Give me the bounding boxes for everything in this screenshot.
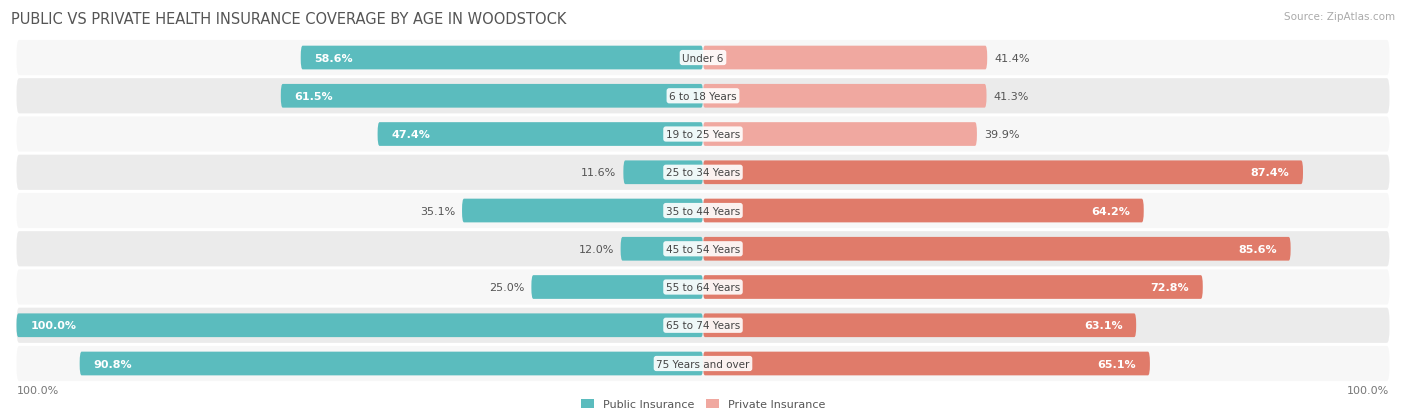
FancyBboxPatch shape: [378, 123, 703, 147]
FancyBboxPatch shape: [281, 85, 703, 108]
Text: 85.6%: 85.6%: [1239, 244, 1277, 254]
FancyBboxPatch shape: [703, 313, 1136, 337]
FancyBboxPatch shape: [703, 237, 1291, 261]
FancyBboxPatch shape: [80, 352, 703, 375]
Text: 11.6%: 11.6%: [581, 168, 616, 178]
Text: PUBLIC VS PRIVATE HEALTH INSURANCE COVERAGE BY AGE IN WOODSTOCK: PUBLIC VS PRIVATE HEALTH INSURANCE COVER…: [11, 12, 567, 27]
Text: 39.9%: 39.9%: [984, 130, 1019, 140]
Text: 87.4%: 87.4%: [1250, 168, 1289, 178]
Legend: Public Insurance, Private Insurance: Public Insurance, Private Insurance: [576, 394, 830, 413]
Text: 6 to 18 Years: 6 to 18 Years: [669, 92, 737, 102]
FancyBboxPatch shape: [531, 275, 703, 299]
Text: 55 to 64 Years: 55 to 64 Years: [666, 282, 740, 292]
Text: 100.0%: 100.0%: [1347, 385, 1389, 395]
FancyBboxPatch shape: [17, 313, 703, 337]
Text: 41.3%: 41.3%: [994, 92, 1029, 102]
Text: 100.0%: 100.0%: [31, 320, 76, 330]
FancyBboxPatch shape: [17, 308, 1389, 343]
FancyBboxPatch shape: [463, 199, 703, 223]
FancyBboxPatch shape: [17, 193, 1389, 228]
FancyBboxPatch shape: [17, 155, 1389, 190]
Text: 90.8%: 90.8%: [93, 358, 132, 369]
Text: 64.2%: 64.2%: [1091, 206, 1130, 216]
FancyBboxPatch shape: [623, 161, 703, 185]
Text: 58.6%: 58.6%: [315, 53, 353, 63]
Text: 41.4%: 41.4%: [994, 53, 1029, 63]
FancyBboxPatch shape: [17, 79, 1389, 114]
Text: 12.0%: 12.0%: [578, 244, 614, 254]
Text: 47.4%: 47.4%: [391, 130, 430, 140]
Text: 65.1%: 65.1%: [1098, 358, 1136, 369]
FancyBboxPatch shape: [620, 237, 703, 261]
Text: 19 to 25 Years: 19 to 25 Years: [666, 130, 740, 140]
FancyBboxPatch shape: [301, 47, 703, 70]
FancyBboxPatch shape: [703, 275, 1202, 299]
Text: 72.8%: 72.8%: [1150, 282, 1189, 292]
FancyBboxPatch shape: [703, 161, 1303, 185]
FancyBboxPatch shape: [703, 85, 987, 108]
FancyBboxPatch shape: [703, 123, 977, 147]
Text: Under 6: Under 6: [682, 53, 724, 63]
Text: 75 Years and over: 75 Years and over: [657, 358, 749, 369]
Text: 35.1%: 35.1%: [420, 206, 456, 216]
FancyBboxPatch shape: [17, 232, 1389, 267]
Text: 63.1%: 63.1%: [1084, 320, 1122, 330]
FancyBboxPatch shape: [17, 117, 1389, 152]
Text: 61.5%: 61.5%: [294, 92, 333, 102]
Text: 25.0%: 25.0%: [489, 282, 524, 292]
Text: 65 to 74 Years: 65 to 74 Years: [666, 320, 740, 330]
FancyBboxPatch shape: [703, 199, 1143, 223]
FancyBboxPatch shape: [17, 346, 1389, 381]
Text: 100.0%: 100.0%: [17, 385, 59, 395]
Text: 45 to 54 Years: 45 to 54 Years: [666, 244, 740, 254]
Text: 25 to 34 Years: 25 to 34 Years: [666, 168, 740, 178]
Text: 35 to 44 Years: 35 to 44 Years: [666, 206, 740, 216]
FancyBboxPatch shape: [703, 352, 1150, 375]
FancyBboxPatch shape: [17, 41, 1389, 76]
FancyBboxPatch shape: [703, 47, 987, 70]
FancyBboxPatch shape: [17, 270, 1389, 305]
Text: Source: ZipAtlas.com: Source: ZipAtlas.com: [1284, 12, 1395, 22]
